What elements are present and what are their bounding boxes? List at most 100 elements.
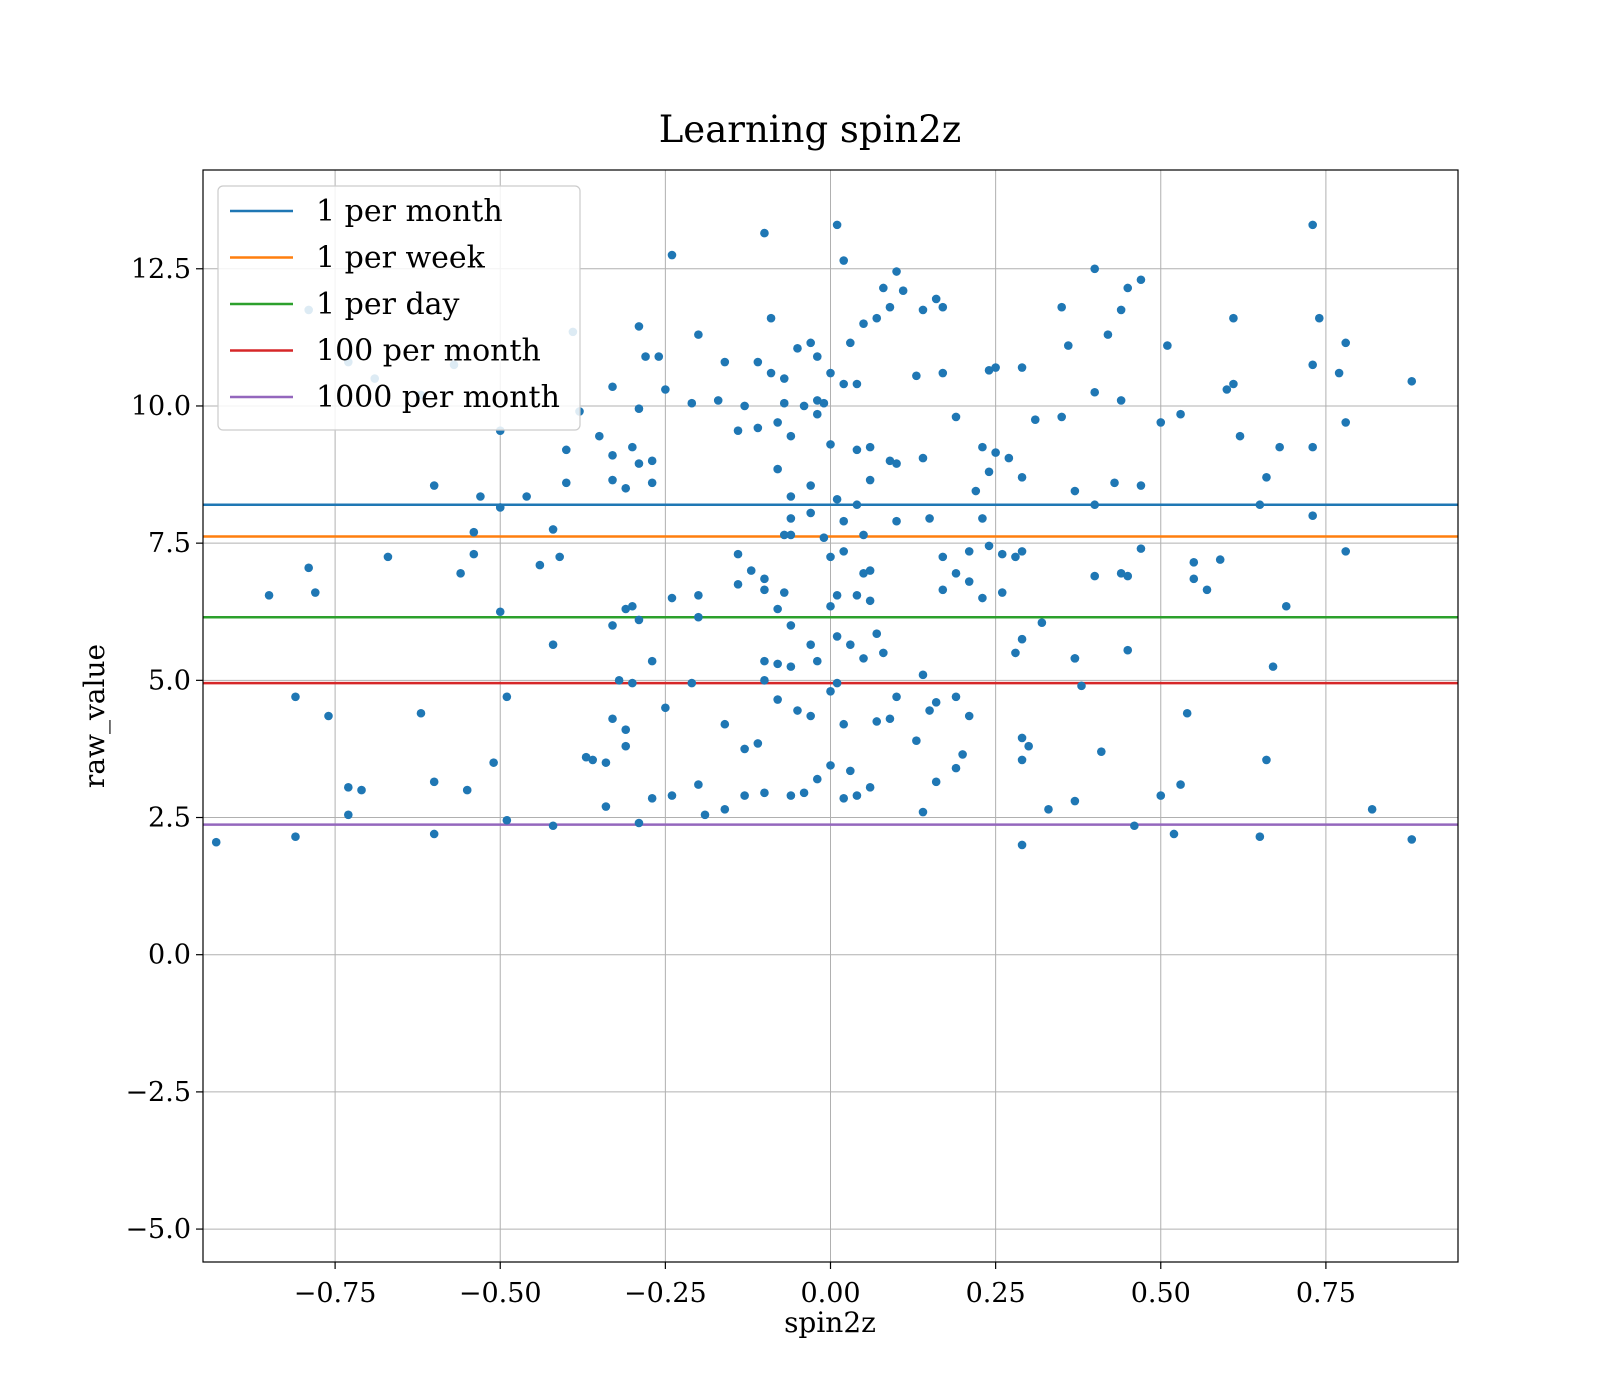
scatter-point [1070, 654, 1080, 663]
scatter-point [429, 777, 439, 787]
scatter-point [1308, 360, 1317, 370]
scatter-point [793, 706, 802, 715]
scatter-point [773, 418, 782, 427]
scatter-point [291, 692, 300, 702]
scatter-point [357, 785, 366, 795]
x-tick-label: 0.25 [966, 1278, 1026, 1309]
scatter-point [1057, 302, 1066, 312]
scatter-point [344, 783, 353, 792]
scatter-point [779, 530, 789, 540]
scatter-point [958, 750, 967, 759]
scatter-point [859, 319, 868, 328]
scatter-point [964, 711, 974, 721]
scatter-point [879, 648, 888, 658]
scatter-point [832, 494, 842, 504]
scatter-point [628, 442, 637, 452]
scatter-point [991, 363, 1000, 372]
scatter-point [832, 632, 842, 641]
scatter-point [951, 412, 961, 422]
scatter-point [502, 815, 512, 825]
scatter-point [601, 758, 611, 767]
scatter-point [786, 530, 796, 540]
scatter-point [667, 791, 677, 800]
scatter-point [872, 629, 882, 638]
scatter-point [1057, 412, 1066, 422]
scatter-point [852, 379, 862, 389]
scatter-point [826, 368, 835, 378]
scatter-point [1004, 453, 1014, 463]
scatter-point [1189, 558, 1199, 567]
scatter-point [971, 486, 981, 496]
scatter-point [879, 283, 888, 293]
scatter-point [806, 711, 815, 721]
scatter-point [647, 478, 657, 488]
scatter-point [892, 692, 901, 702]
scatter-point [416, 708, 426, 718]
scatter-point [839, 516, 849, 526]
scatter-point [614, 676, 624, 685]
scatter-point [760, 656, 769, 666]
scatter-point [865, 783, 875, 792]
scatter-point [964, 547, 974, 556]
scatter-point [812, 656, 822, 666]
scatter-point [1341, 418, 1351, 427]
scatter-point [826, 552, 835, 562]
legend-label: 1 per week [316, 241, 486, 276]
scatter-point [779, 398, 789, 408]
scatter-point [839, 256, 849, 265]
scatter-point [1037, 618, 1047, 628]
scatter-point [786, 492, 796, 501]
x-tick-label: −0.75 [294, 1278, 377, 1309]
x-tick-label: 0.50 [1131, 1278, 1191, 1309]
scatter-point [760, 676, 769, 685]
scatter-point [832, 220, 842, 230]
scatter-point [469, 549, 479, 559]
scatter-point [733, 580, 743, 589]
scatter-point [621, 741, 631, 751]
scatter-point [799, 401, 809, 411]
scatter-point [978, 593, 987, 603]
y-axis-label: raw_value [78, 644, 111, 788]
scatter-point [1176, 780, 1185, 789]
scatter-point [832, 678, 842, 688]
scatter-point [694, 780, 703, 789]
scatter-point [561, 478, 571, 488]
scatter-point [806, 338, 815, 348]
scatter-point [918, 670, 928, 680]
scatter-point [931, 697, 941, 707]
scatter-point [1262, 472, 1271, 482]
scatter-point [634, 322, 644, 331]
scatter-point [733, 549, 743, 559]
scatter-point [1308, 511, 1317, 521]
scatter-point [502, 692, 512, 702]
scatter-point [1017, 634, 1027, 644]
scatter-point [1011, 648, 1020, 658]
scatter-point [753, 357, 763, 367]
scatter-point [1308, 442, 1317, 452]
scatter-point [1341, 338, 1351, 348]
y-tick-label: 5.0 [148, 665, 191, 696]
scatter-point [951, 692, 961, 702]
scatter-point [469, 527, 479, 537]
scatter-point [608, 621, 617, 630]
scatter-point [1268, 662, 1278, 671]
scatter-point [773, 464, 782, 474]
scatter-point [694, 590, 703, 600]
scatter-point [938, 552, 948, 562]
scatter-point [925, 706, 934, 715]
scatter-point [773, 659, 782, 669]
scatter-point [429, 481, 439, 490]
scatter-point [1116, 569, 1126, 578]
scatter-point [1262, 755, 1271, 765]
scatter-point [964, 577, 974, 586]
scatter-point [812, 352, 822, 361]
x-tick-label: 0.75 [1296, 1278, 1356, 1309]
scatter-point [951, 569, 961, 578]
scatter-point [667, 593, 677, 603]
scatter-point [799, 788, 809, 798]
scatter-point [991, 448, 1000, 457]
scatter-point [1070, 486, 1080, 496]
scatter-point [978, 514, 987, 523]
scatter-point [846, 640, 855, 649]
